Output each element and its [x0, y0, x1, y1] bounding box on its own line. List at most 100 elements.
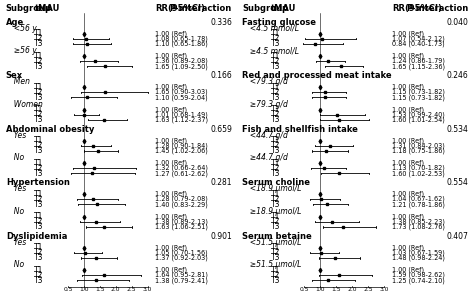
- Text: ≥4.5 mmol/L: ≥4.5 mmol/L: [245, 46, 299, 55]
- Text: T1: T1: [35, 29, 44, 38]
- Text: 1.53 (0.99-2.40): 1.53 (0.99-2.40): [392, 111, 445, 118]
- Text: 1.00 (Ref): 1.00 (Ref): [155, 160, 188, 166]
- Text: ≥44.7 g/d: ≥44.7 g/d: [245, 153, 288, 162]
- Text: <44.7 g/d: <44.7 g/d: [245, 131, 288, 140]
- Text: 1.37 (0.92-2.03): 1.37 (0.92-2.03): [155, 255, 208, 261]
- Text: P-interaction: P-interaction: [170, 4, 232, 13]
- Text: T1: T1: [271, 189, 280, 199]
- Text: Red and processed meat intake: Red and processed meat intake: [242, 71, 392, 80]
- Text: 1.04 (0.67-1.62): 1.04 (0.67-1.62): [392, 196, 445, 203]
- Text: 1.10 (0.65-1.86): 1.10 (0.65-1.86): [155, 41, 208, 47]
- Text: 0.246: 0.246: [447, 71, 468, 80]
- Text: T1: T1: [35, 212, 44, 221]
- Text: 1.60 (1.01-2.54): 1.60 (1.01-2.54): [392, 117, 445, 123]
- Text: 1.15 (0.73-1.82): 1.15 (0.73-1.82): [392, 89, 445, 95]
- Text: T2: T2: [271, 271, 280, 280]
- Text: 0.534: 0.534: [447, 125, 468, 134]
- Text: T1: T1: [35, 83, 44, 91]
- Text: T2: T2: [271, 248, 280, 257]
- Text: 1.00 (Ref): 1.00 (Ref): [392, 191, 424, 197]
- Text: 1.00 (Ref): 1.00 (Ref): [392, 267, 424, 273]
- Text: T2: T2: [35, 141, 44, 150]
- Text: 1.00 (Ref): 1.00 (Ref): [392, 106, 424, 113]
- Text: 1.00 (Ref): 1.00 (Ref): [155, 106, 188, 113]
- Text: Fish and shellfish intake: Fish and shellfish intake: [242, 125, 358, 134]
- Text: 1.00 (Ref): 1.00 (Ref): [392, 244, 424, 251]
- Text: 1.00 (Ref): 1.00 (Ref): [155, 244, 188, 251]
- Text: 1.18 (0.75-1.86): 1.18 (0.75-1.86): [392, 148, 445, 154]
- Text: 1.31 (0.84-2.03): 1.31 (0.84-2.03): [392, 143, 445, 149]
- Text: T3: T3: [35, 222, 44, 231]
- Text: Hypertension: Hypertension: [6, 178, 70, 187]
- Text: T2: T2: [35, 217, 44, 226]
- Text: 1.10 (0.59-2.04): 1.10 (0.59-2.04): [155, 94, 208, 101]
- Text: 1.00 (Ref): 1.00 (Ref): [155, 30, 188, 37]
- Text: 1.38 (0.85-2.23): 1.38 (0.85-2.23): [392, 219, 445, 225]
- Text: T2: T2: [35, 164, 44, 173]
- Text: 0.407: 0.407: [447, 232, 468, 241]
- Text: <4.5 mmol/L: <4.5 mmol/L: [245, 24, 299, 33]
- Text: 0.901: 0.901: [210, 232, 232, 241]
- Text: 1.00 (Ref): 1.00 (Ref): [392, 213, 424, 220]
- Text: T3: T3: [35, 253, 44, 263]
- Text: 1.64 (0.95-2.81): 1.64 (0.95-2.81): [155, 272, 209, 279]
- Text: T1: T1: [35, 159, 44, 168]
- Text: T3: T3: [271, 276, 280, 285]
- Text: 2.5: 2.5: [363, 287, 373, 293]
- Text: T3: T3: [271, 93, 280, 102]
- Text: T2: T2: [35, 57, 44, 66]
- Text: 1.07 (0.54-2.12): 1.07 (0.54-2.12): [392, 35, 445, 42]
- Text: 1.00 (Ref): 1.00 (Ref): [155, 84, 188, 90]
- Text: ≥51.5 μmol/L: ≥51.5 μmol/L: [245, 260, 301, 269]
- Text: 1.45 (1.02-2.06): 1.45 (1.02-2.06): [155, 148, 208, 154]
- Text: T2: T2: [271, 88, 280, 97]
- Text: 1.13 (0.70-1.82): 1.13 (0.70-1.82): [392, 165, 445, 171]
- Text: 1.59 (0.98-2.62): 1.59 (0.98-2.62): [392, 272, 445, 279]
- Text: T1: T1: [271, 52, 280, 61]
- Text: <56 y: <56 y: [9, 24, 36, 33]
- Text: No: No: [9, 153, 24, 162]
- Text: ≥56 y: ≥56 y: [9, 46, 36, 55]
- Text: T2: T2: [271, 110, 280, 119]
- Text: Sex: Sex: [6, 71, 23, 80]
- Text: Yes: Yes: [9, 184, 26, 193]
- Text: T3: T3: [271, 253, 280, 263]
- Text: 1.63 (1.12-2.37): 1.63 (1.12-2.37): [155, 117, 209, 123]
- Text: 1.00 (Ref): 1.00 (Ref): [155, 267, 188, 273]
- Text: P-interaction: P-interaction: [406, 4, 468, 13]
- Text: 1.36 (0.89-2.08): 1.36 (0.89-2.08): [155, 58, 208, 64]
- Text: Age: Age: [6, 18, 24, 27]
- Text: 1.32 (0.66-2.64): 1.32 (0.66-2.64): [155, 165, 209, 171]
- Text: 1.65 (1.15-2.36): 1.65 (1.15-2.36): [392, 63, 445, 69]
- Text: 0.336: 0.336: [210, 18, 232, 27]
- Text: T3: T3: [35, 146, 44, 155]
- Text: 0.040: 0.040: [447, 18, 468, 27]
- Text: 1.00 (Ref): 1.00 (Ref): [392, 160, 424, 166]
- Text: 3.0: 3.0: [379, 287, 389, 293]
- Text: tMAU: tMAU: [35, 4, 60, 13]
- Text: T2: T2: [271, 57, 280, 66]
- Text: T1: T1: [271, 136, 280, 145]
- Text: 1.65 (1.09-2.50): 1.65 (1.09-2.50): [155, 63, 208, 69]
- Text: 1.28 (0.79-2.08): 1.28 (0.79-2.08): [155, 196, 208, 203]
- Text: 1.73 (1.08-2.76): 1.73 (1.08-2.76): [392, 224, 445, 230]
- Text: T2: T2: [35, 195, 44, 204]
- Text: 1.65 (0.90-3.03): 1.65 (0.90-3.03): [155, 89, 208, 95]
- Text: tMAU: tMAU: [271, 4, 296, 13]
- Text: T1: T1: [35, 136, 44, 145]
- Text: ≥79.3 g/d: ≥79.3 g/d: [245, 100, 288, 109]
- Text: T3: T3: [271, 200, 280, 209]
- Text: 1.08 (0.65-1.78): 1.08 (0.65-1.78): [155, 35, 208, 42]
- Text: 2.5: 2.5: [127, 287, 137, 293]
- Text: T1: T1: [271, 243, 280, 252]
- Text: Abdominal obesity: Abdominal obesity: [6, 125, 94, 134]
- Text: Women: Women: [9, 100, 43, 109]
- Text: 1.00 (Ref): 1.00 (Ref): [155, 137, 188, 144]
- Text: 0.5: 0.5: [300, 287, 309, 293]
- Text: T1: T1: [271, 29, 280, 38]
- Text: 1.5: 1.5: [95, 287, 105, 293]
- Text: 2.0: 2.0: [111, 287, 120, 293]
- Text: 0.166: 0.166: [210, 71, 232, 80]
- Text: 1.00 (Ref): 1.00 (Ref): [392, 53, 424, 59]
- Text: T2: T2: [271, 164, 280, 173]
